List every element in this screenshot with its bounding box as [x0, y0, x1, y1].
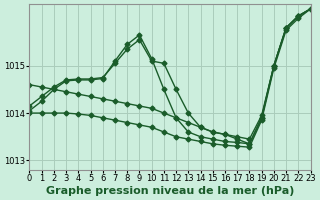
- X-axis label: Graphe pression niveau de la mer (hPa): Graphe pression niveau de la mer (hPa): [46, 186, 294, 196]
